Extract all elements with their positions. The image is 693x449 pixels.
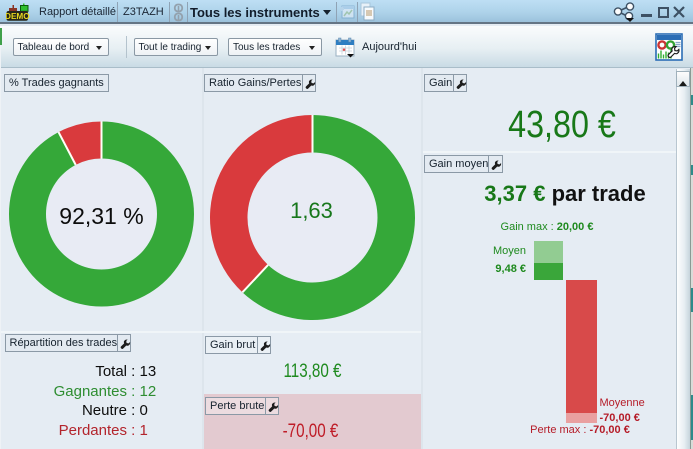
- svg-text:DEMO: DEMO: [6, 12, 30, 21]
